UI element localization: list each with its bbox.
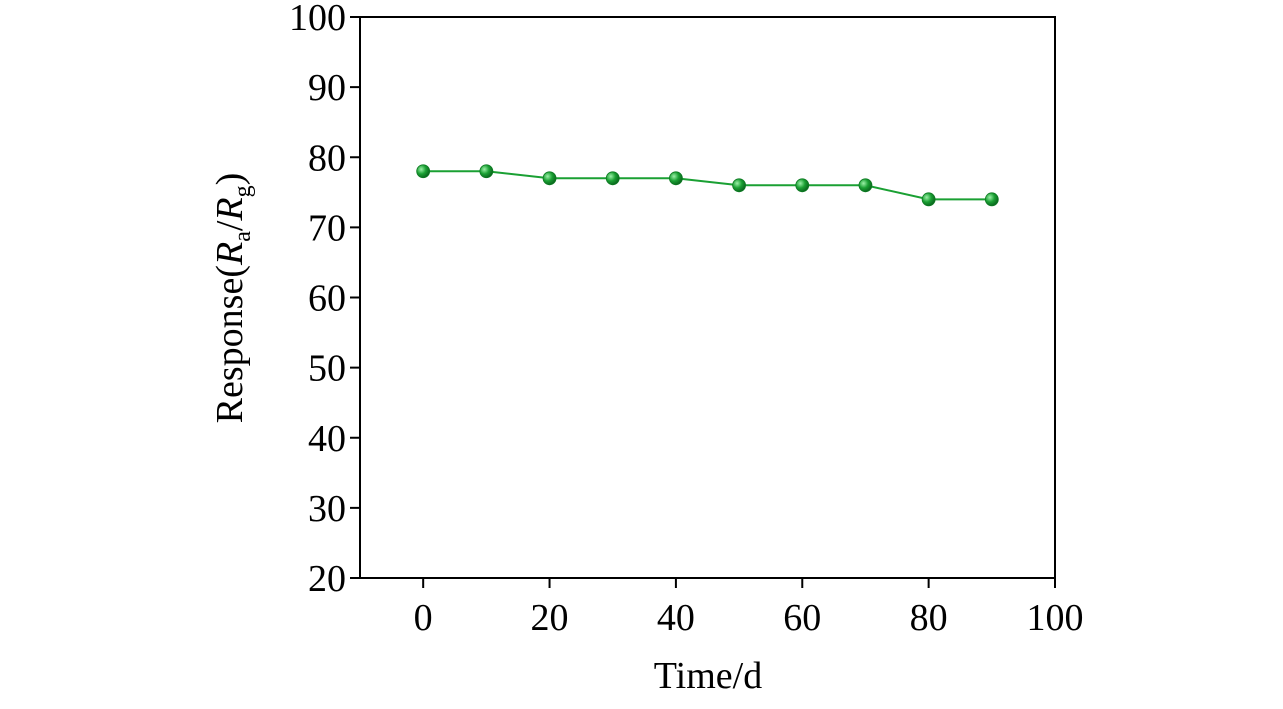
x-axis-label: Time/d (654, 655, 762, 697)
y-axis-label-suffix: ) (209, 173, 251, 186)
data-point (984, 192, 999, 207)
y-tick-label: 100 (289, 0, 346, 39)
y-axis-label-sub1: a (230, 231, 256, 242)
series-line (423, 170, 992, 201)
data-point (542, 171, 557, 186)
x-tick-label: 100 (1027, 597, 1084, 639)
x-tick-label: 60 (783, 597, 821, 639)
data-point (669, 171, 683, 186)
data-point (416, 164, 431, 179)
data-point (795, 178, 810, 193)
y-tick-label: 20 (308, 558, 346, 600)
data-point (732, 178, 746, 193)
plot-area (359, 16, 1056, 579)
y-tick-label: 50 (308, 348, 346, 390)
y-axis-label-r1: R (209, 242, 251, 266)
x-axis: 0 20 40 60 80 100 (414, 578, 1084, 639)
y-tick-label: 80 (308, 137, 346, 179)
data-point (858, 178, 873, 193)
y-tick-label: 30 (308, 488, 346, 530)
y-axis-label-r2: R (209, 197, 251, 221)
x-tick-label: 40 (657, 597, 695, 639)
y-axis-label-prefix: Response( (209, 265, 251, 423)
y-tick-label: 60 (308, 278, 346, 320)
x-tick-label: 20 (531, 597, 569, 639)
y-axis-label-sub2: g (230, 185, 256, 197)
data-point (921, 192, 936, 207)
y-tick-label: 40 (308, 418, 346, 460)
data-point (479, 164, 494, 179)
y-axis-label-slash: / (209, 220, 251, 231)
y-tick-label: 90 (308, 67, 346, 109)
plot-frame (359, 16, 1056, 579)
y-axis: 20 30 40 50 60 70 80 90 100 (289, 0, 360, 600)
x-tick-label: 0 (414, 597, 433, 639)
y-tick-label: 70 (308, 207, 346, 249)
data-point (605, 171, 620, 186)
x-tick-label: 80 (910, 597, 948, 639)
y-axis-label: Response(Ra/Rg) (209, 173, 256, 424)
